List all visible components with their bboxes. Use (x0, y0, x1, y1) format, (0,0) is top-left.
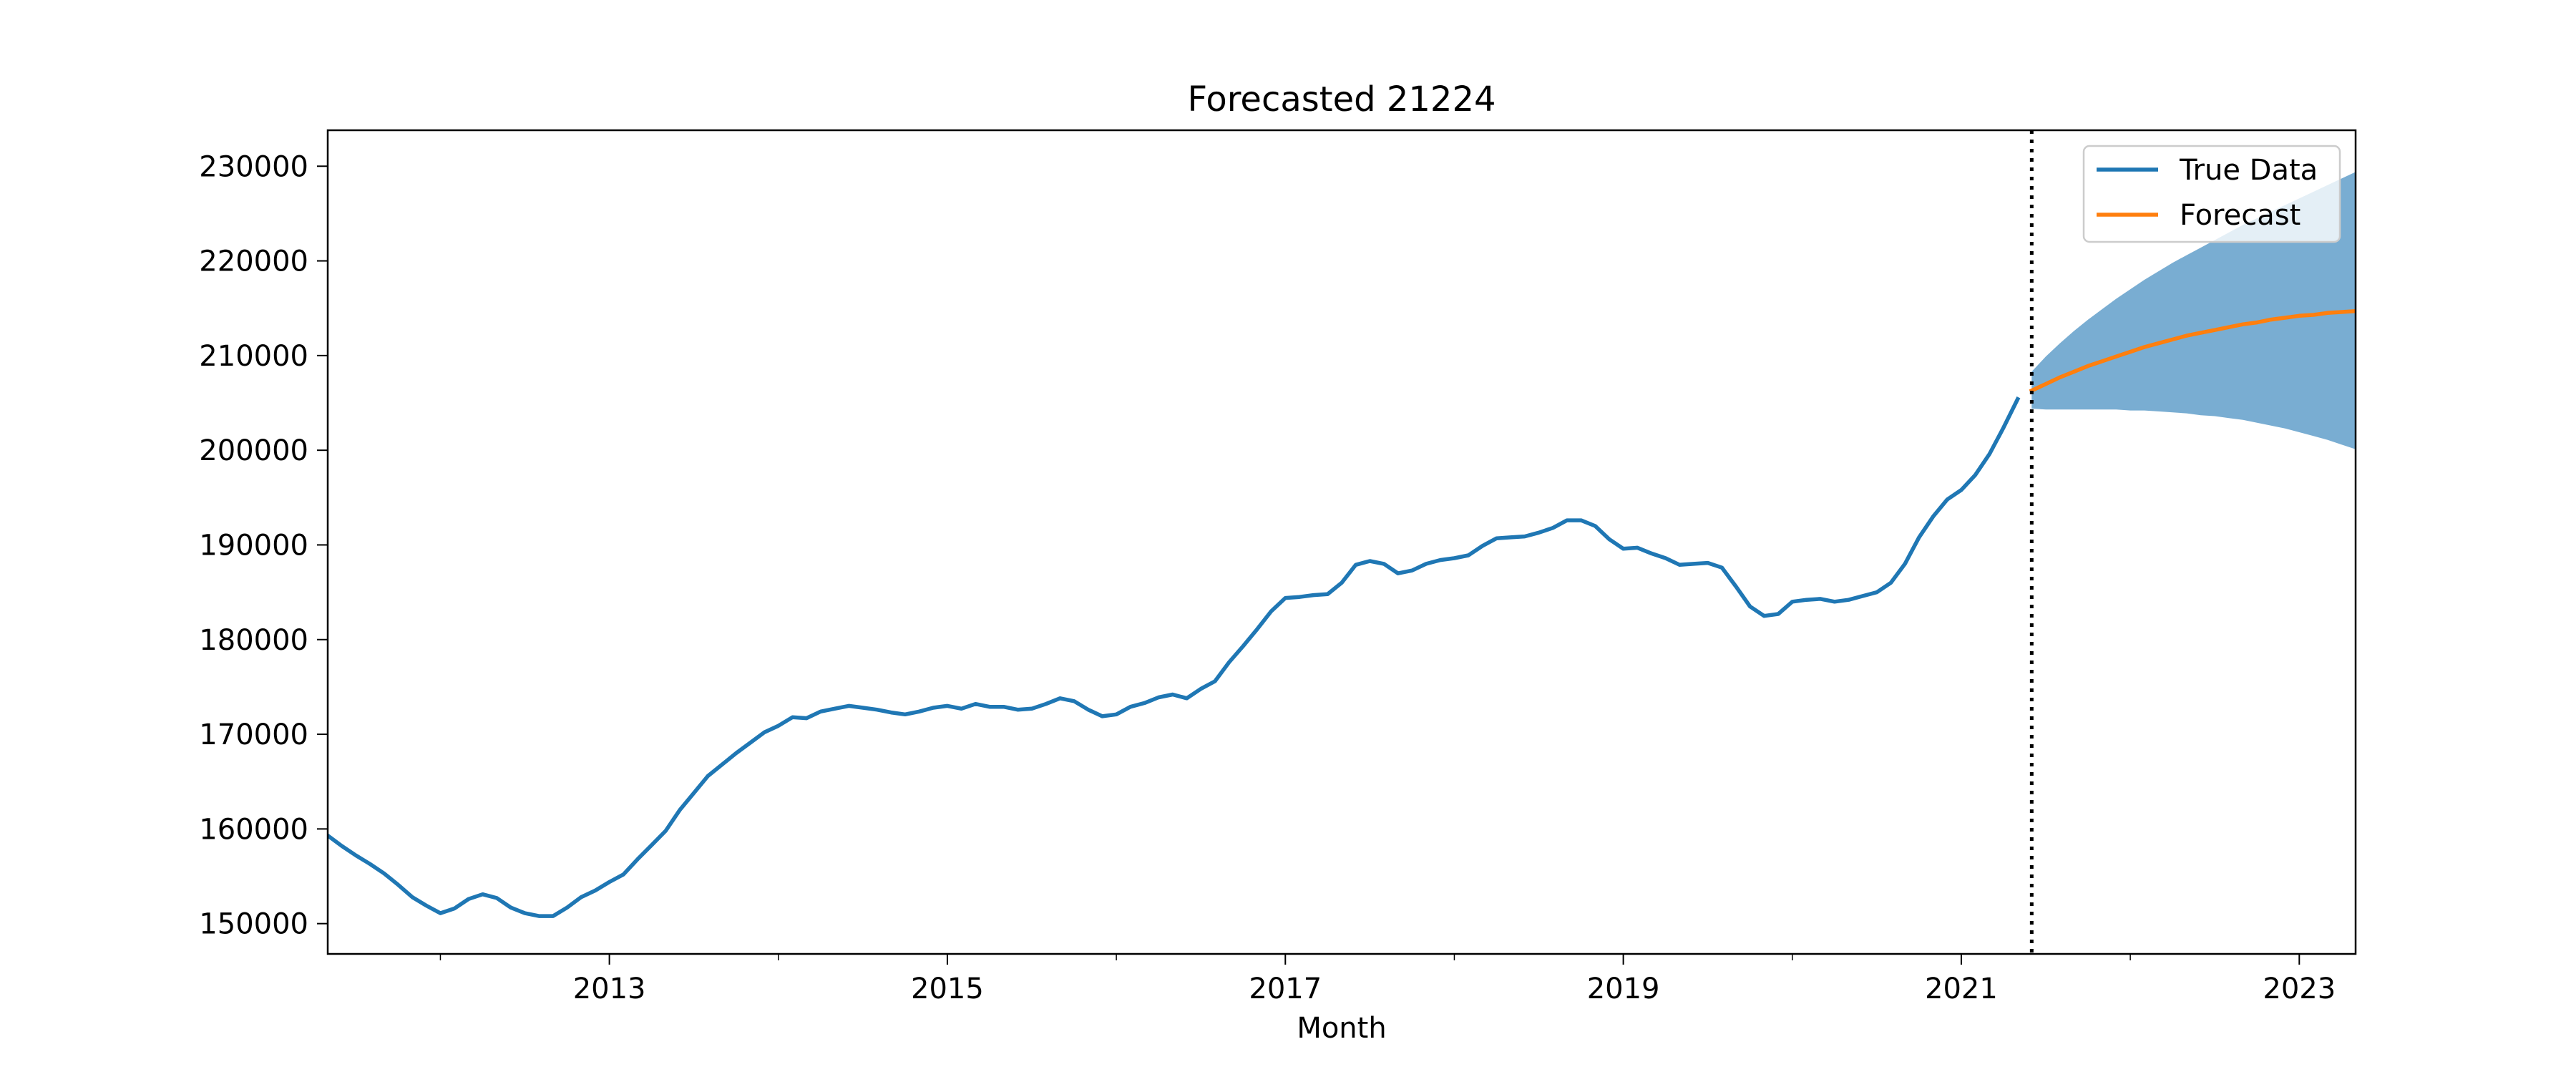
y-tick-label: 230000 (199, 150, 308, 183)
x-tick-label: 2017 (1249, 973, 1322, 1005)
x-tick-label: 2015 (911, 973, 984, 1005)
y-tick-label: 160000 (199, 813, 308, 846)
legend-label: True Data (2179, 154, 2318, 187)
y-tick-label: 220000 (199, 245, 308, 278)
chart-title: Forecasted 21224 (1187, 79, 1496, 120)
y-tick-label: 150000 (199, 908, 308, 941)
plot-frame (326, 129, 2357, 955)
y-tick-label: 180000 (199, 624, 308, 657)
series-line-forecast (2029, 308, 2356, 394)
series-line-true-data (328, 396, 2021, 918)
x-tick-label: 2019 (1587, 973, 1660, 1005)
legend: True Data Forecast (2082, 145, 2341, 243)
x-tick-label: 2021 (1925, 973, 1998, 1005)
y-tick-label: 200000 (199, 434, 308, 467)
y-tick-label: 190000 (199, 529, 308, 562)
legend-label: Forecast (2180, 199, 2301, 232)
x-tick-label: 2013 (573, 973, 646, 1005)
y-tick-label: 210000 (199, 340, 308, 373)
y-tick-label: 170000 (199, 718, 308, 751)
x-axis-label: Month (1297, 1012, 1386, 1045)
x-tick-label: 2023 (2263, 973, 2336, 1005)
